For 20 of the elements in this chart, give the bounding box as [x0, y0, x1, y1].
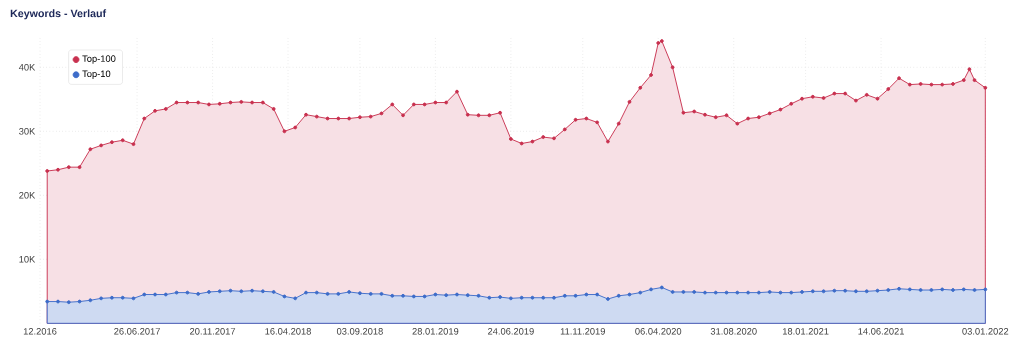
x-tick-label: 26.06.2017	[114, 328, 160, 335]
x-tick-label: 31.08.2020	[710, 328, 757, 335]
x-tick-label: 03.01.2022	[962, 328, 1009, 335]
x-tick-label: 12.2016	[23, 328, 57, 335]
legend-label: Top-100	[82, 55, 116, 64]
x-tick-label: 20.11.2017	[190, 328, 236, 335]
y-tick-label: 30K	[19, 128, 36, 135]
x-tick-label: 18.01.2021	[782, 328, 829, 335]
x-tick-label: 06.04.2020	[635, 328, 682, 335]
x-tick-label: 28.01.2019	[412, 328, 459, 335]
x-tick-label: 24.06.2019	[487, 328, 534, 335]
x-tick-label: 14.06.2021	[858, 328, 904, 335]
legend-label: Top-10	[82, 70, 111, 79]
x-tick-label: 11.11.2019	[560, 328, 605, 335]
y-tick-label: 40K	[18, 64, 36, 71]
chart-title: Keywords - Verlauf	[10, 9, 107, 20]
x-tick-label: 16.04.2018	[265, 328, 311, 335]
y-tick-label: 20K	[19, 192, 36, 199]
y-tick-label: 10K	[19, 256, 36, 263]
x-tick-label: 03.09.2018	[336, 328, 383, 335]
